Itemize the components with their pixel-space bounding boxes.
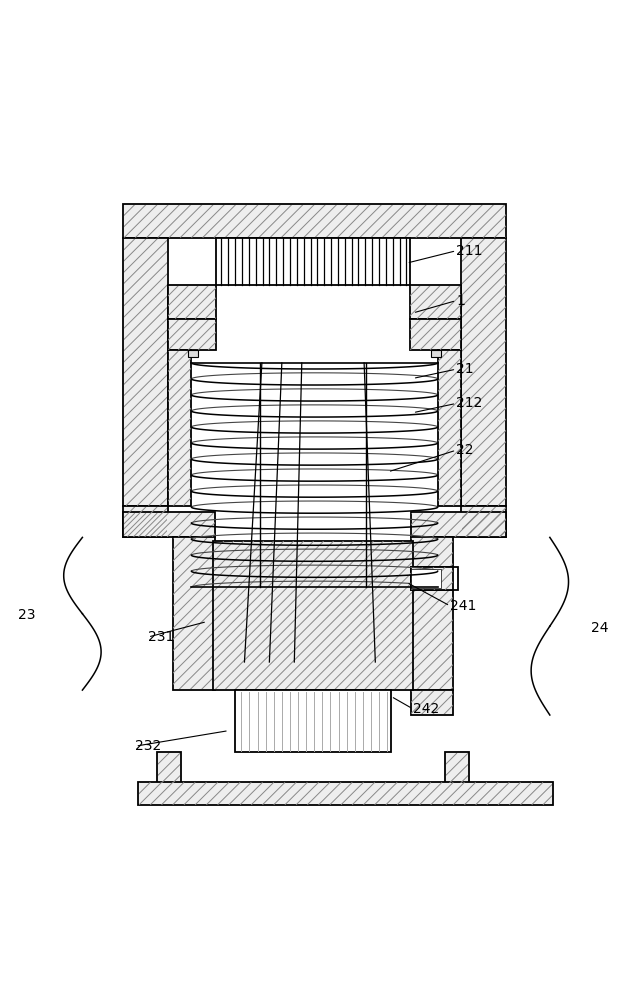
Bar [411,567,453,590]
Bar [411,537,453,690]
Bar [411,690,453,715]
Text: 22: 22 [456,443,474,457]
Bar [157,752,181,784]
Bar [411,691,453,714]
Text: 24: 24 [591,621,608,635]
Bar [217,238,409,285]
Bar [214,541,412,689]
Bar [235,690,391,752]
Bar [188,350,198,357]
Bar [173,537,215,690]
Text: 23: 23 [18,608,35,622]
Bar [446,753,468,783]
Bar [438,351,461,506]
Bar [431,350,441,357]
Bar [461,506,506,537]
Bar [438,350,461,506]
Bar [410,320,461,350]
Bar [445,752,469,784]
Bar [411,567,453,590]
Bar [410,286,461,319]
Bar [411,512,506,537]
Bar [462,239,506,506]
Bar [123,238,168,506]
Bar [168,320,216,350]
Bar [123,506,168,537]
Bar [173,538,215,689]
Bar [411,538,453,689]
Bar [409,319,461,350]
Bar [123,507,167,537]
Bar [411,567,458,590]
Text: 1: 1 [456,294,465,308]
Bar [123,512,215,537]
Text: 21: 21 [456,362,474,376]
Bar [411,569,441,588]
Bar [139,782,552,805]
Bar [168,351,191,506]
Text: 242: 242 [413,702,439,716]
Bar [123,204,506,238]
Text: 241: 241 [450,599,476,613]
Bar [168,319,217,350]
Bar [462,507,506,537]
Bar [123,205,506,238]
Text: 232: 232 [135,739,162,753]
Bar [461,238,506,506]
Bar [158,753,180,783]
Bar [168,350,192,506]
Bar [138,782,553,805]
Bar [411,513,506,537]
Bar [168,285,217,319]
Text: 211: 211 [456,244,483,258]
Bar [168,286,216,319]
Bar [409,285,461,319]
Bar [123,513,215,537]
Bar [213,541,413,690]
Text: 231: 231 [148,630,174,644]
Bar [123,239,167,506]
Text: 212: 212 [456,396,483,410]
